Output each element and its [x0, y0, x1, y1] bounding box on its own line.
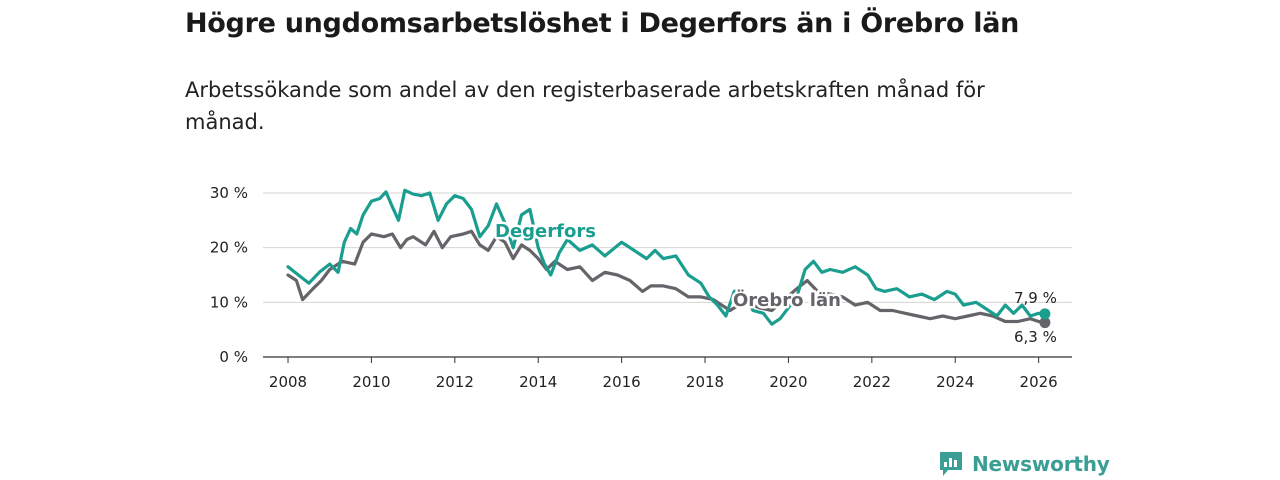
- y-tick-label: 10 %: [210, 293, 248, 311]
- newsworthy-logo-text: Newsworthy: [972, 452, 1110, 476]
- y-tick-label: 20 %: [210, 239, 248, 257]
- series-labels: Degerfors Örebro län 7,9 % 6,3 %: [493, 219, 1057, 347]
- x-tick-label: 2024: [936, 373, 974, 391]
- x-tick-label: 2018: [686, 373, 724, 391]
- end-value-label-orebro-lan: 6,3 %: [1014, 328, 1057, 346]
- series-line-orebro-lan: [286, 229, 1047, 325]
- end-value-label-degerfors: 7,9 %: [1014, 289, 1057, 307]
- x-tick-label: 2014: [519, 373, 557, 391]
- x-tick-label: 2012: [436, 373, 474, 391]
- series-label-orebro-lan: Örebro län: [733, 289, 841, 311]
- newsworthy-logo: Newsworthy: [938, 450, 1110, 478]
- x-tick-label: 2016: [603, 373, 641, 391]
- series-label-degerfors: Degerfors: [495, 221, 596, 242]
- y-tick-label: 0 %: [219, 348, 248, 366]
- grid-lines: [263, 192, 1072, 358]
- series-endpoint-degerfors: [1039, 308, 1051, 320]
- series-line-degerfors: [286, 188, 1047, 326]
- x-tick-label: 2010: [352, 373, 390, 391]
- y-axis: 0 % 10 % 20 % 30 %: [210, 184, 248, 366]
- newsworthy-logo-icon: [940, 452, 962, 476]
- x-tick-label: 2020: [769, 373, 807, 391]
- series-endpoint-orebro-lan: [1039, 317, 1051, 329]
- x-tick-label: 2022: [853, 373, 891, 391]
- x-axis: 2008 2010 2012 2014 2016 2018 2020 2022 2024 2026: [269, 357, 1058, 391]
- chart-title: Högre ungdomsarbetslöshet i Degerfors än…: [185, 8, 1020, 39]
- y-tick-label: 30 %: [210, 184, 248, 202]
- x-tick-label: 2008: [269, 373, 307, 391]
- x-tick-label: 2026: [1020, 373, 1058, 391]
- chart-subtitle: Arbetssökande som andel av den registerb…: [185, 78, 985, 134]
- series-lines: [286, 188, 1051, 329]
